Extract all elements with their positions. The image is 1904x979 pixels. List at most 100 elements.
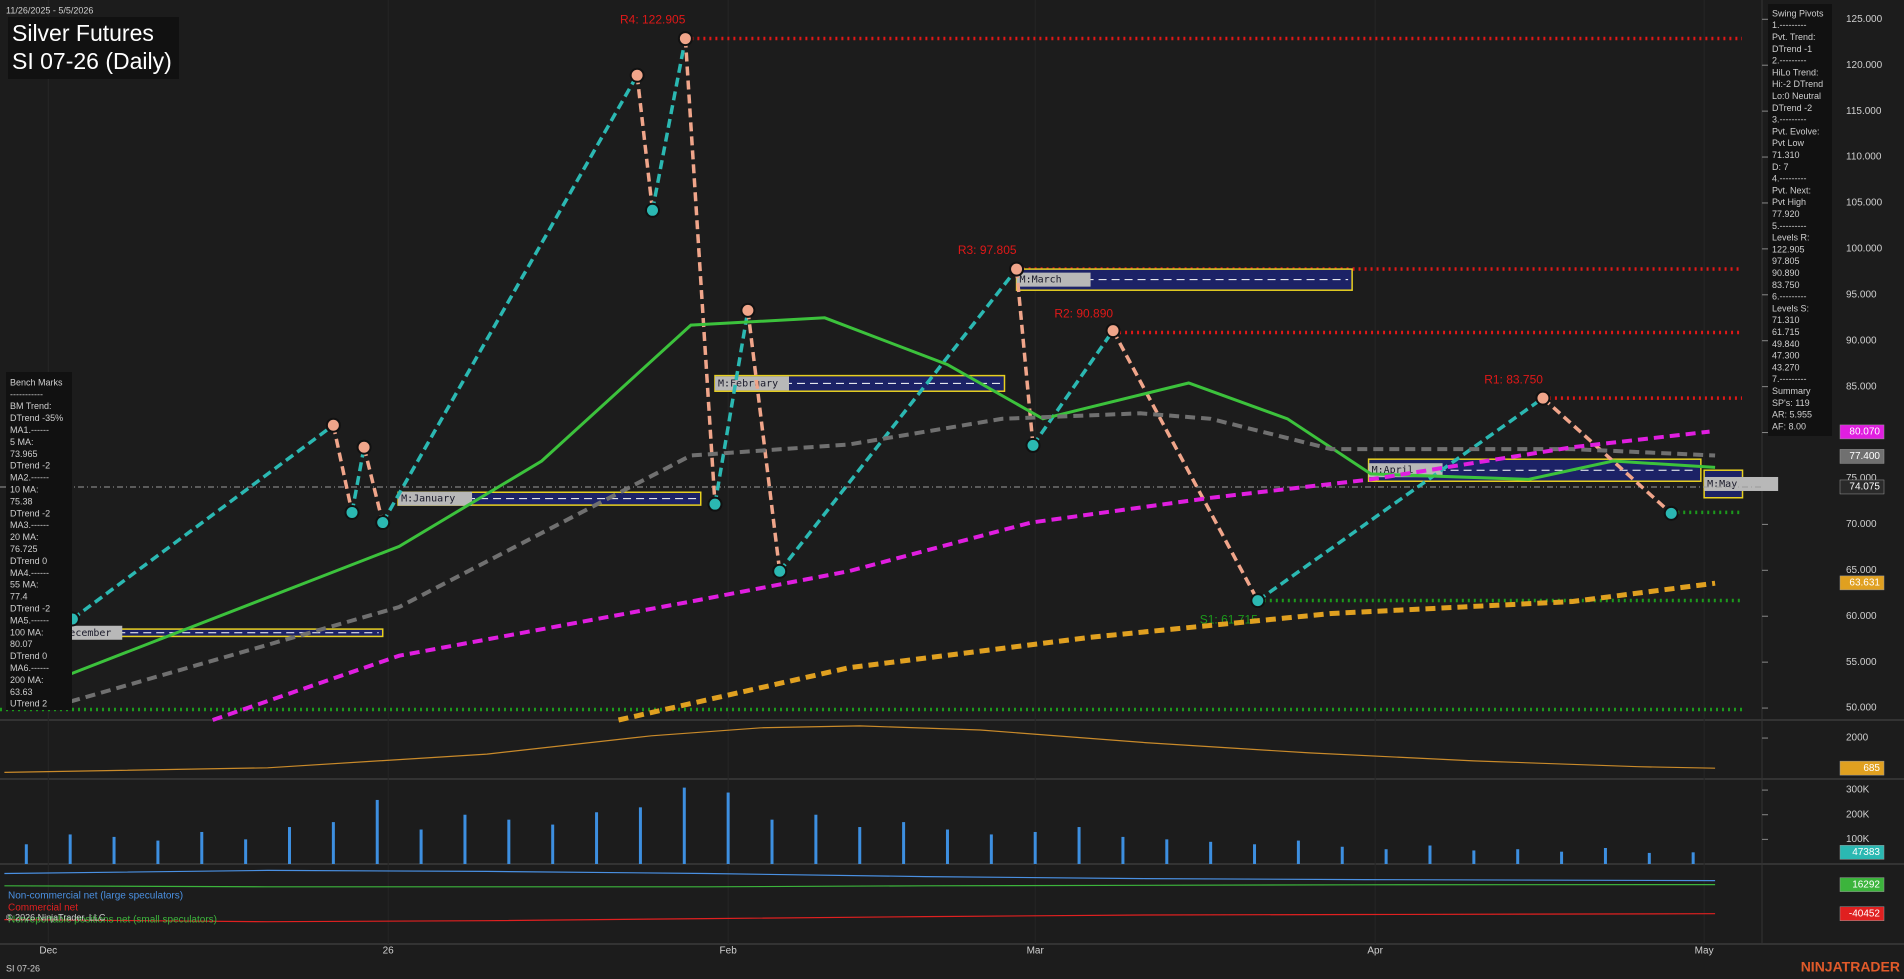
volume-bar — [726, 792, 730, 864]
y-tick-label: 100K — [1846, 834, 1870, 845]
x-tick-label: Dec — [39, 946, 57, 957]
swing-segment — [683, 38, 717, 505]
volume-bar — [1296, 840, 1300, 864]
bench-marks-line: 73.965 — [10, 449, 38, 459]
swing-pivots-line: AR: 5.955 — [1772, 410, 1812, 420]
bench-marks-line: MA2.------ — [10, 473, 49, 483]
price-badge-label: 16292 — [1852, 879, 1880, 890]
bench-marks-line: UTrend 2 — [10, 699, 47, 709]
series-line — [4, 869, 1716, 882]
y-tick-label: 85.000 — [1846, 381, 1877, 392]
volume-bar — [595, 812, 599, 864]
y-tick-label: 110.000 — [1846, 152, 1882, 163]
bench-marks-line: MA4.------ — [10, 568, 49, 578]
swing-pivots-line: 97.805 — [1772, 256, 1800, 266]
chart-subtitle: SI 07-26 (Daily) — [12, 48, 172, 74]
swing-pivots-line: 7.--------- — [1772, 374, 1806, 384]
swing-pivot — [1663, 505, 1679, 521]
swing-pivot — [375, 515, 391, 531]
swing-segment — [746, 310, 782, 572]
date-range: 11/26/2025 - 5/5/2026 — [6, 5, 93, 15]
swing-pivots-line: 47.300 — [1772, 351, 1800, 361]
volume-bar — [682, 787, 686, 864]
bench-marks-line: 10 MA: — [10, 484, 39, 494]
month-box-label: M:January — [401, 494, 455, 505]
level-label: R3: 97.805 — [958, 243, 1017, 257]
swing-pivot — [740, 302, 756, 318]
volume-bar — [1691, 852, 1695, 864]
month-box-label: M:December — [51, 628, 111, 639]
swing-pivots-line: 49.840 — [1772, 339, 1800, 349]
swing-pivots-line: 3.--------- — [1772, 115, 1806, 125]
volume-bar — [1647, 852, 1651, 864]
swing-pivot — [644, 202, 660, 218]
bench-marks-line: MA3.------ — [10, 520, 49, 530]
volume-bar — [1428, 845, 1432, 864]
bench-marks-line: 200 MA: — [10, 675, 44, 685]
price-badge — [1839, 845, 1885, 860]
price-badge-label: 80.070 — [1849, 427, 1880, 438]
swing-pivots-line: 83.750 — [1772, 280, 1800, 290]
y-tick-label: 95.000 — [1846, 289, 1877, 300]
y-tick-label: 60.000 — [1846, 611, 1877, 622]
y-tick-label: 70.000 — [1846, 519, 1877, 530]
swing-pivots-line: Pvt High — [1772, 197, 1806, 207]
y-tick-label: 200K — [1846, 809, 1870, 820]
brand: NINJATRADER — [1801, 959, 1900, 975]
x-tick-label: Apr — [1367, 946, 1383, 957]
bench-marks-line: 20 MA: — [10, 532, 39, 542]
swing-pivots-line: HiLo Trend: — [1772, 67, 1819, 77]
volume-bar — [902, 822, 906, 864]
price-badge-label: 685 — [1863, 763, 1880, 774]
swing-pivots-line: Levels S: — [1772, 303, 1809, 313]
swing-pivot — [1250, 593, 1266, 609]
volume-bar — [770, 819, 774, 864]
volume-bar — [1077, 827, 1081, 864]
level-label: R1: 83.750 — [1484, 372, 1543, 386]
volume-bar — [1340, 846, 1344, 864]
swing-pivots-line: 5.--------- — [1772, 221, 1806, 231]
bench-marks-line: 75.38 — [10, 496, 33, 506]
instrument-label: SI 07-26 — [6, 963, 40, 973]
swing-pivots-line: Levels R: — [1772, 233, 1810, 243]
swing-segment — [650, 38, 688, 211]
series-line — [617, 580, 1716, 723]
volume-bar — [156, 840, 160, 864]
swing-pivots-line: Pvt. Evolve: — [1772, 126, 1820, 136]
volume-bar — [1560, 851, 1564, 864]
price-badge — [1839, 906, 1885, 921]
y-tick-label: 105.000 — [1846, 198, 1883, 209]
y-tick-label: 100.000 — [1846, 244, 1883, 255]
swing-segment — [1256, 396, 1544, 603]
swing-pivots-line: DTrend -1 — [1772, 44, 1812, 54]
month-box-label: M:April — [1372, 465, 1414, 476]
month-box-label: M:February — [718, 378, 778, 389]
x-tick-label: May — [1695, 946, 1714, 957]
legend-entry: Commercial net — [8, 903, 78, 914]
volume-bar — [463, 814, 467, 864]
bench-marks-line: DTrend 0 — [10, 556, 47, 566]
swing-segment — [350, 446, 366, 513]
bench-marks-line: MA5.------ — [10, 615, 49, 625]
bench-marks-line: 77.4 — [10, 592, 28, 602]
bench-marks-line: Bench Marks — [10, 377, 63, 387]
bench-marks-line: 80.07 — [10, 639, 33, 649]
swing-segment — [1111, 329, 1260, 602]
level-label: R2: 90.890 — [1054, 307, 1113, 321]
volume-bar — [244, 839, 248, 864]
swing-segment — [71, 423, 335, 621]
bench-marks-line: BM Trend: — [10, 401, 52, 411]
volume-bar — [24, 844, 28, 864]
y-tick-label: 2000 — [1846, 733, 1869, 744]
swing-pivots-line: Pvt Low — [1772, 138, 1805, 148]
swing-pivot — [325, 417, 341, 433]
volume-bar — [945, 829, 949, 864]
swing-pivot — [629, 67, 645, 83]
swing-pivots-line: 122.905 — [1772, 244, 1805, 254]
y-tick-label: 120.000 — [1846, 60, 1883, 71]
series-line — [4, 884, 1716, 888]
legend-entry: Nonreportable positions net (small specu… — [8, 915, 217, 926]
swing-segment — [381, 74, 639, 524]
bench-marks-line: DTrend -2 — [10, 461, 50, 471]
